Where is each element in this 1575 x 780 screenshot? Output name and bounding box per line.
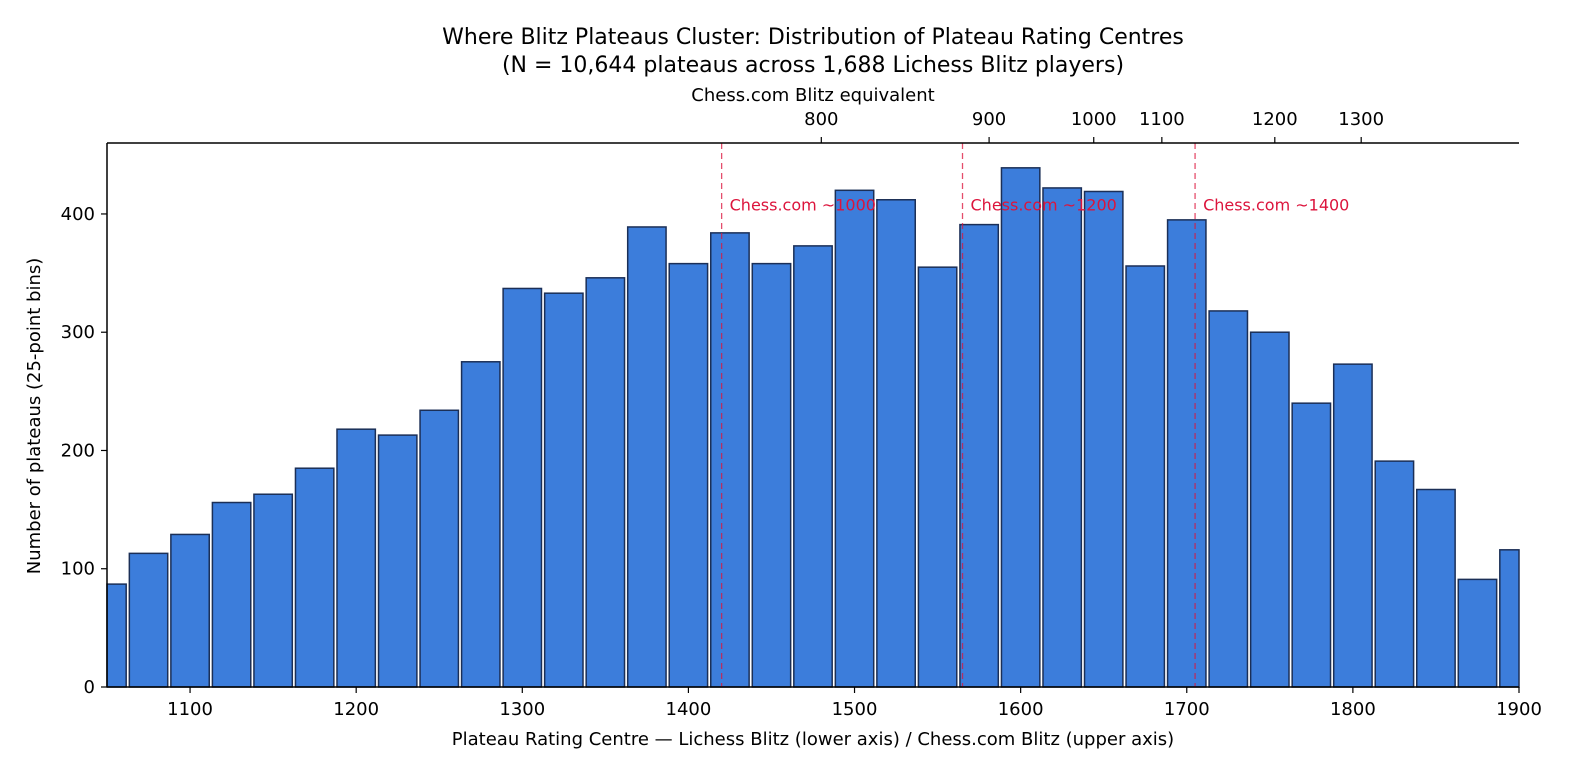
bar (253, 493, 294, 688)
bar (336, 428, 377, 688)
bar (1374, 460, 1415, 688)
bar (170, 533, 210, 688)
bar (294, 467, 335, 688)
top-tick-label: 900 (972, 109, 1006, 130)
x-tick-label: 1700 (1164, 699, 1210, 720)
top-ticks: 800 900 1000 1100 1200 1300 (804, 109, 1384, 143)
bar (1042, 187, 1083, 688)
y-tick-label: 300 (61, 322, 95, 343)
bar (668, 262, 709, 688)
bar (460, 361, 501, 688)
bar (959, 223, 1000, 688)
x-tick-label: 1600 (998, 699, 1044, 720)
bar (710, 232, 750, 688)
bar (834, 189, 875, 688)
bar (1000, 167, 1041, 688)
reference-label: Chess.com ~1000 (730, 195, 876, 214)
top-tick-label: 1300 (1338, 109, 1384, 130)
bars (106, 167, 1520, 688)
bar (1416, 488, 1456, 688)
x-tick-label: 1500 (832, 699, 878, 720)
y-axis-label: Number of plateaus (25-point bins) (24, 258, 45, 575)
x-tick-label: 1100 (167, 699, 213, 720)
bar (876, 199, 916, 688)
reference-lines: Chess.com ~1000 Chess.com ~1200 Chess.com … (720, 143, 1349, 687)
bar (917, 266, 958, 688)
bar (128, 552, 169, 688)
x-axis-label: Plateau Rating Centre — Lichess Blitz (l… (452, 729, 1174, 750)
x-tick-label: 1300 (499, 699, 545, 720)
bar (1125, 265, 1166, 688)
bar (1291, 402, 1332, 688)
bar (502, 287, 543, 688)
bar (377, 434, 418, 688)
x-ticks: 1100 1200 1300 1400 1500 1600 1700 1800 1900 (167, 687, 1542, 720)
bar (1166, 219, 1207, 688)
bar (211, 501, 252, 688)
bar (626, 226, 667, 688)
bar (1499, 549, 1520, 688)
y-tick-label: 400 (61, 204, 95, 225)
x-tick-label: 1800 (1330, 699, 1376, 720)
bar (585, 277, 626, 688)
top-axis-label: Chess.com Blitz equivalent (691, 85, 934, 106)
plot-area: Chess.com ~1000 Chess.com ~1200 Chess.com … (61, 109, 1542, 720)
chart-subtitle: (N = 10,644 plateaus across 1,688 Liches… (502, 53, 1124, 78)
bar (1457, 578, 1498, 688)
y-tick-label: 100 (61, 559, 95, 580)
top-tick-label: 800 (804, 109, 838, 130)
chart-title: Where Blitz Plateaus Cluster: Distributi… (442, 25, 1184, 50)
x-tick-label: 1900 (1496, 699, 1542, 720)
bar (106, 583, 127, 688)
x-tick-label: 1400 (666, 699, 712, 720)
bar (1249, 331, 1290, 688)
bar (793, 245, 833, 688)
top-tick-label: 1200 (1252, 109, 1298, 130)
y-ticks: 0 100 200 300 400 (61, 204, 107, 698)
bar (1208, 310, 1249, 688)
x-tick-label: 1200 (333, 699, 379, 720)
bar (751, 262, 792, 688)
axes (106, 142, 1519, 688)
bar (419, 409, 460, 688)
bar (543, 292, 584, 688)
reference-label: Chess.com ~1400 (1203, 195, 1349, 214)
reference-label: Chess.com ~1200 (971, 195, 1117, 214)
top-tick-label: 1100 (1139, 109, 1185, 130)
top-tick-label: 1000 (1071, 109, 1117, 130)
y-tick-label: 0 (84, 677, 95, 698)
bar (1332, 363, 1373, 688)
y-tick-label: 200 (61, 440, 95, 461)
bar (1083, 190, 1124, 688)
